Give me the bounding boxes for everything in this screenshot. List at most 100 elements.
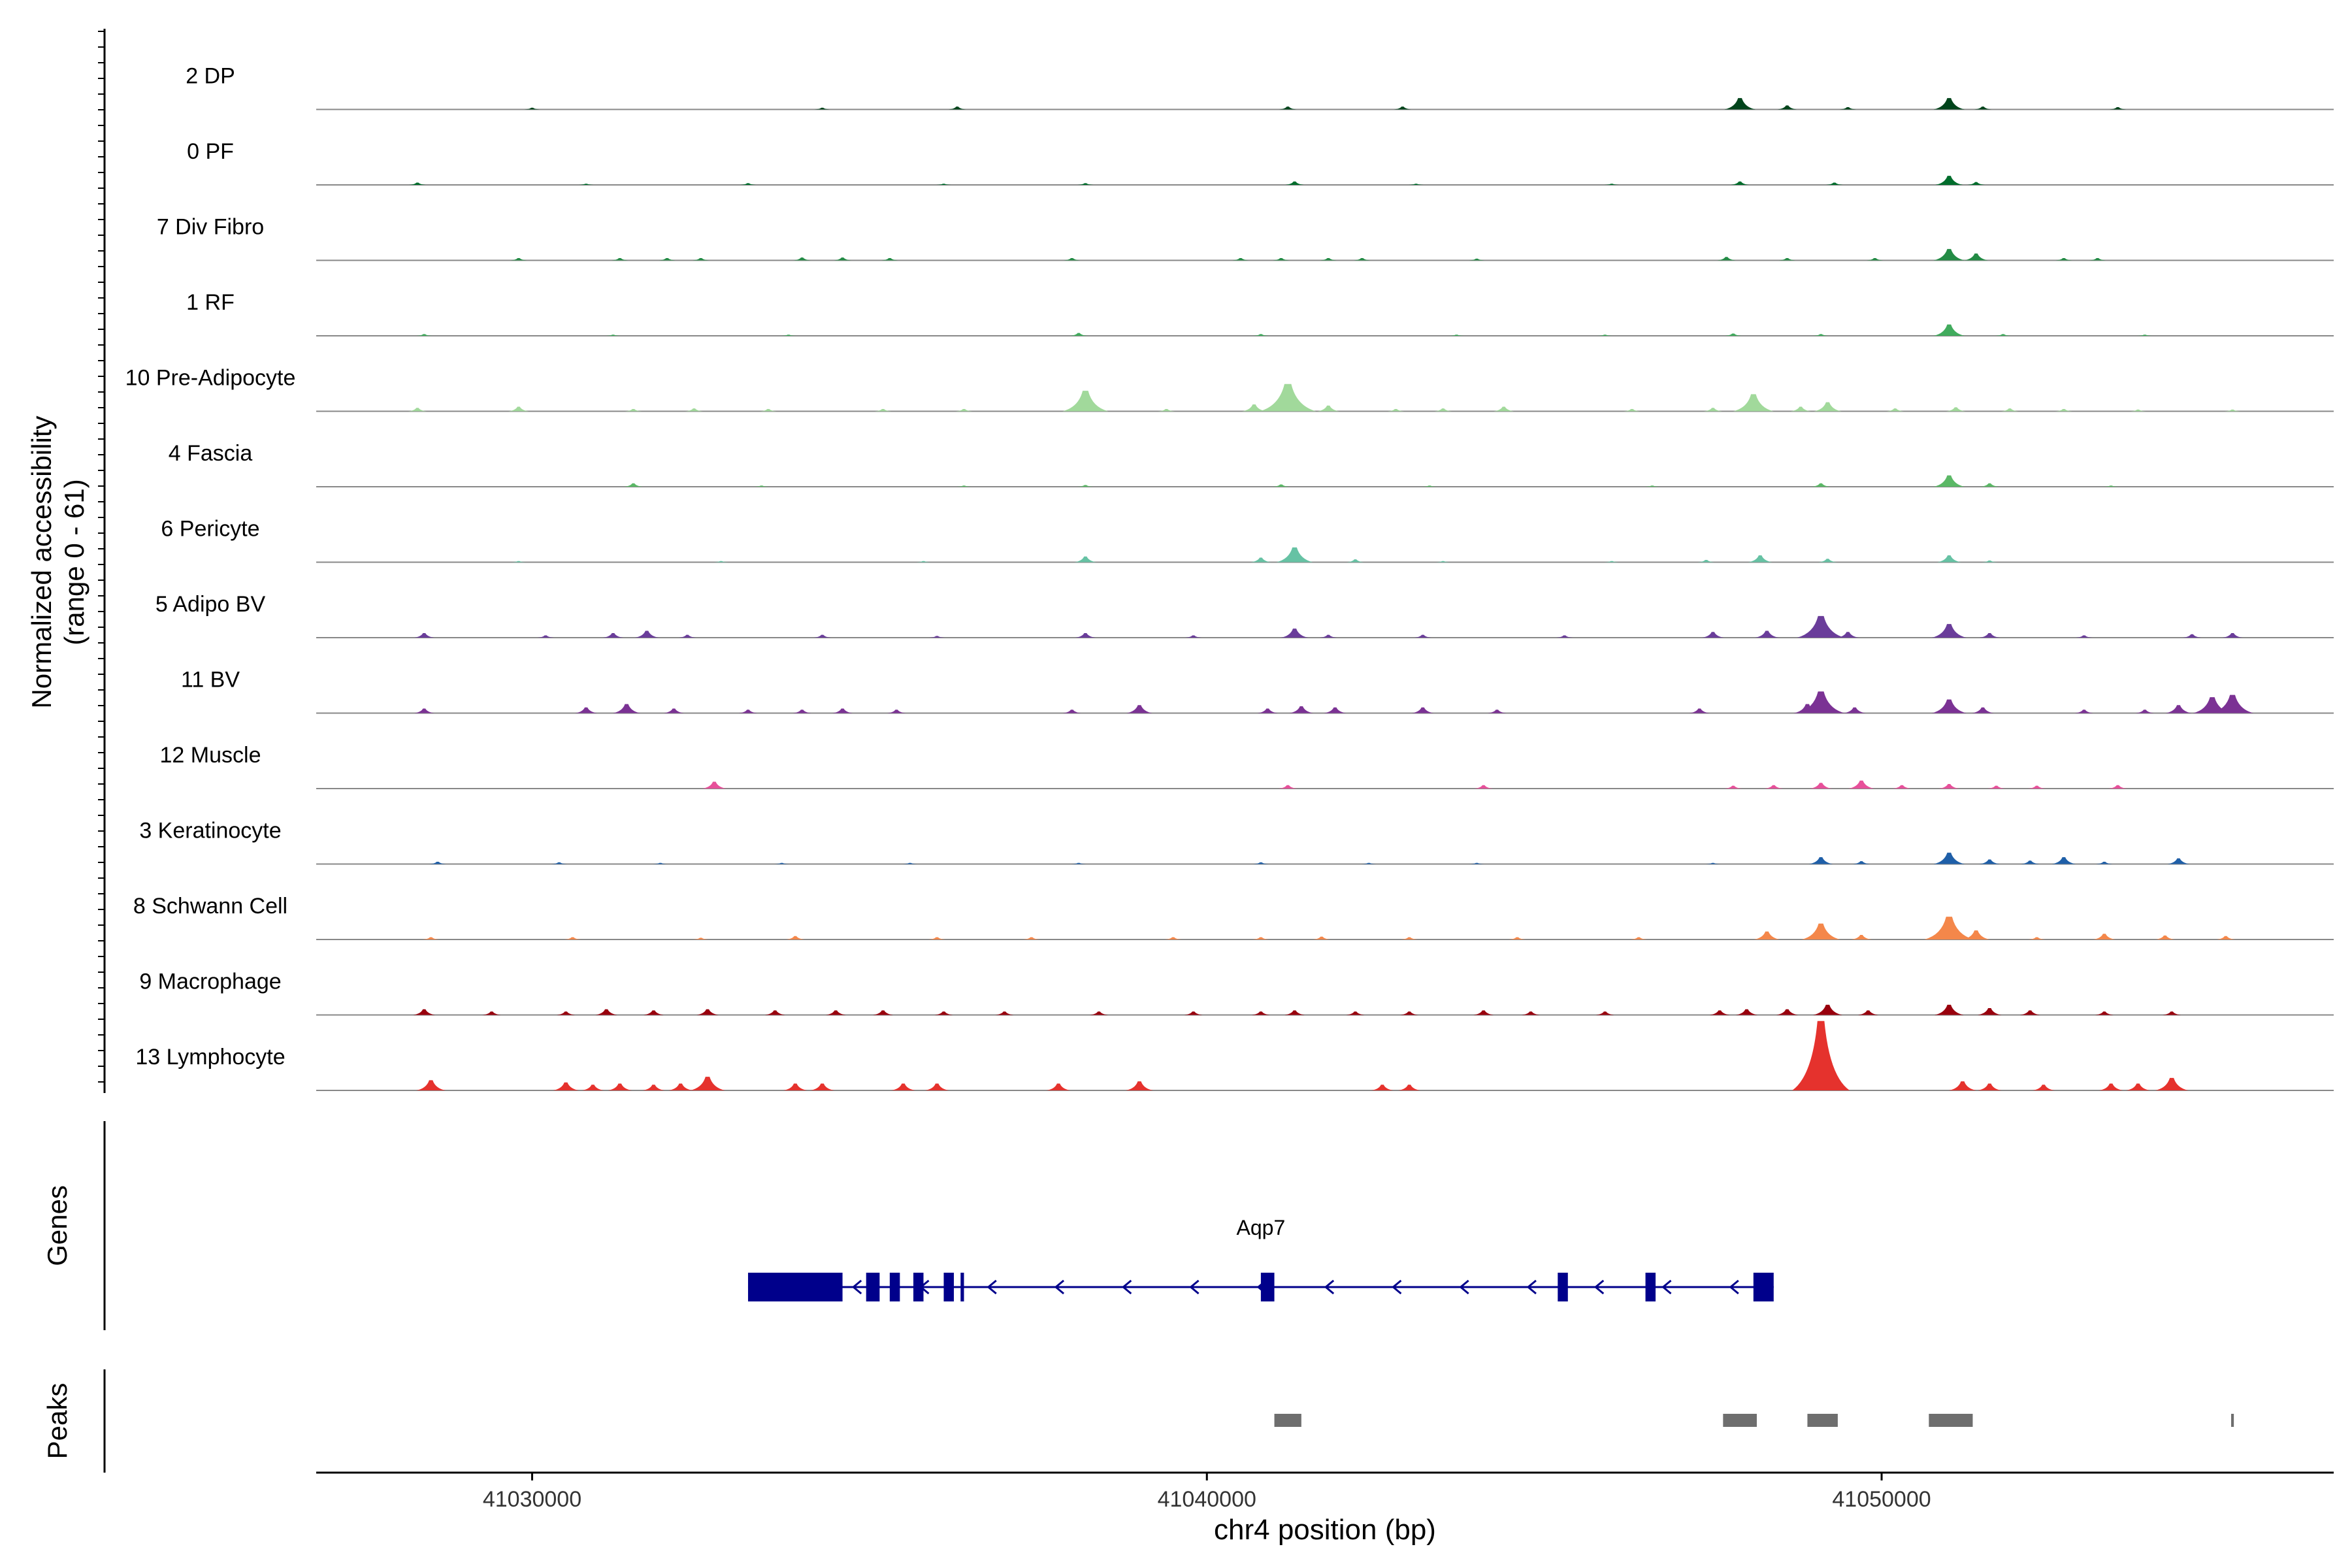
accessibility-peak (774, 862, 790, 864)
accessibility-peak (2095, 1011, 2114, 1015)
accessibility-peak (624, 483, 643, 487)
gene-exon (913, 1273, 924, 1301)
accessibility-peak (2211, 694, 2254, 713)
accessibility-peak (793, 257, 811, 261)
accessibility-peak (1866, 258, 1884, 261)
accessibility-peak (1273, 484, 1290, 487)
accessibility-peak (642, 1085, 665, 1090)
track-7: 6 Pericyte (161, 517, 2334, 563)
accessibility-peak (1987, 785, 2006, 789)
x-tick-label: 41050000 (1832, 1487, 1931, 1512)
accessibility-peak (2076, 635, 2093, 638)
accessibility-peak (1126, 705, 1152, 713)
accessibility-peak (2019, 1010, 2040, 1015)
accessibility-peak (1776, 1009, 1799, 1015)
accessibility-peak (813, 634, 832, 638)
y-axis (98, 29, 106, 1093)
accessibility-peak (556, 1011, 576, 1015)
accessibility-peak (1764, 785, 1783, 789)
accessibility-peak (1184, 1011, 1203, 1015)
gene-exon (866, 1273, 880, 1301)
accessibility-peak (2021, 860, 2040, 864)
accessibility-peak (1063, 258, 1081, 261)
accessibility-peak (1473, 1010, 1494, 1015)
accessibility-peak (685, 408, 703, 412)
accessibility-peak (1703, 408, 1723, 412)
accessibility-peak (995, 1011, 1014, 1015)
accessibility-peak (1979, 633, 2000, 638)
accessibility-peak (414, 708, 434, 713)
accessibility-peak (1346, 1011, 1365, 1015)
gene-exon (943, 1273, 954, 1301)
accessibility-peak (625, 409, 642, 412)
accessibility-peak (2055, 409, 2072, 412)
accessibility-peak (1931, 699, 1967, 713)
accessibility-peak (1354, 258, 1371, 261)
accessibility-peak (1848, 780, 1874, 789)
gene-exon (1645, 1273, 1656, 1301)
x-axis: 41030000 41040000 41050000 (316, 1471, 2334, 1512)
accessibility-peak (414, 633, 434, 638)
accessibility-peak (2135, 710, 2155, 713)
accessibility-peak (1857, 1010, 1878, 1015)
accessibility-peak (786, 936, 805, 939)
accessibility-peak (1705, 862, 1721, 864)
accessibility-peak (1604, 561, 1620, 563)
accessibility-peak (2103, 485, 2119, 487)
accessibility-peak (1279, 785, 1298, 789)
accessibility-peak (956, 485, 972, 487)
accessibility-peak (1070, 333, 1088, 336)
gene-exon (889, 1273, 900, 1301)
accessibility-peak (1346, 559, 1364, 563)
track-label: 12 Muscle (160, 743, 261, 768)
accessibility-peak (1281, 629, 1309, 638)
accessibility-peak (1401, 937, 1418, 939)
accessibility-peak (1689, 708, 1710, 713)
track-4: 1 RF (186, 290, 2334, 336)
accessibility-peak (524, 107, 540, 110)
strand-arrow (1526, 1279, 1537, 1295)
accessibility-peak (1252, 937, 1269, 939)
accessibility-peak (1319, 634, 1337, 638)
accessibility-peak (1933, 324, 1965, 336)
track-13: 9 Macrophage (139, 970, 2334, 1016)
accessibility-peak (928, 937, 945, 939)
accessibility-peak (1814, 402, 1842, 412)
accessibility-peak (2130, 409, 2146, 412)
accessibility-peak (1597, 335, 1612, 336)
accessibility-peak (1755, 630, 1779, 638)
accessibility-peak (1701, 632, 1724, 638)
accessibility-peak (702, 781, 727, 789)
accessibility-peak (891, 1083, 915, 1090)
accessibility-peak (1077, 183, 1094, 185)
accessibility-peak (2055, 258, 2072, 261)
x-tick-label: 41040000 (1158, 1487, 1256, 1512)
accessibility-peak (1839, 107, 1857, 110)
genes-panel: Genes Aqp7 (42, 1121, 1774, 1330)
strand-arrow (1189, 1279, 1200, 1295)
accessibility-peak (668, 1083, 693, 1090)
peaks-track-label: Peaks (42, 1383, 73, 1460)
accessibility-peak (416, 334, 433, 336)
accessibility-peak (1509, 937, 1526, 939)
accessibility-peak (537, 635, 554, 638)
accessibility-peak (955, 409, 973, 412)
accessibility-peak (1252, 862, 1269, 864)
strand-arrow (1121, 1279, 1132, 1295)
accessibility-peak (2001, 408, 2019, 412)
accessibility-peak (510, 258, 527, 261)
accessibility-peak (1724, 785, 1742, 789)
accessibility-peak (1797, 615, 1845, 638)
accessibility-peak (1931, 624, 1967, 638)
accessibility-peak (1125, 1081, 1154, 1090)
accessibility-peak (936, 184, 951, 185)
accessibility-peak (1934, 1004, 1964, 1015)
accessibility-peak (916, 561, 931, 563)
accessibility-peak (1790, 406, 1811, 412)
accessibility-peak (1777, 105, 1797, 110)
accessibility-peak (1725, 333, 1742, 336)
accessibility-peak (2109, 107, 2127, 110)
accessibility-peak (1808, 857, 1833, 864)
accessibility-peak (1556, 635, 1573, 638)
accessibility-peak (792, 710, 811, 713)
